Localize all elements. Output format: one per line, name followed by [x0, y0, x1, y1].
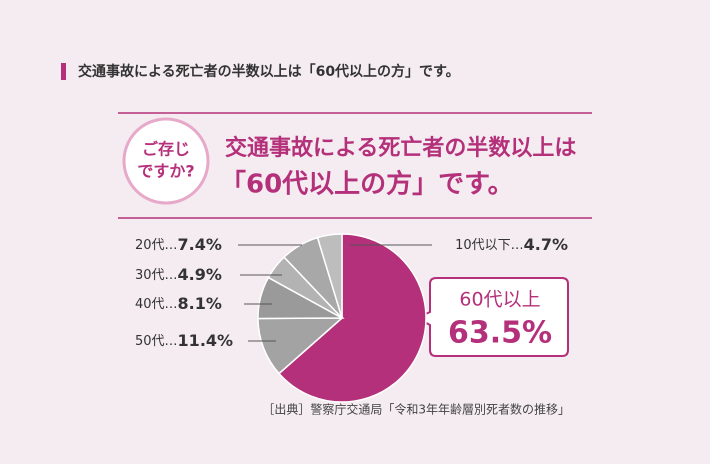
slice-category: 30代 — [135, 268, 165, 283]
badge-text: ですか? — [137, 162, 194, 181]
slice-separator: … — [511, 238, 524, 253]
slice-label: 10代以下…4.7% — [455, 235, 568, 254]
pie-slice — [316, 233, 343, 319]
pie-slice — [277, 233, 427, 403]
slice-value: 8.1% — [178, 294, 222, 313]
slice-value: 4.9% — [178, 265, 222, 284]
badge — [122, 117, 210, 205]
slice-separator: … — [165, 334, 178, 349]
slice-category: 50代 — [135, 334, 165, 349]
slice-separator: … — [165, 297, 178, 312]
slice-separator: … — [165, 238, 178, 253]
header-bar — [61, 63, 66, 80]
slice-category: 20代 — [135, 238, 165, 253]
headline: 交通事故による死亡者の半数以上は — [225, 135, 576, 161]
slice-category: 40代 — [135, 297, 165, 312]
badge-text: ご存じ — [142, 140, 190, 159]
header-title: 交通事故による死亡者の半数以上は「60代以上の方」です。 — [78, 63, 460, 80]
callout-label: 60代以上 — [459, 289, 540, 311]
slice-value: 11.4% — [178, 331, 234, 350]
slice-label: 50代…11.4% — [135, 331, 233, 350]
slice-separator: … — [165, 268, 178, 283]
slice-label: 30代…4.9% — [135, 265, 222, 284]
callout-value: 63.5% — [448, 316, 552, 351]
slice-value: 4.7% — [524, 235, 568, 254]
headline: 「60代以上の方」です。 — [220, 169, 514, 200]
slice-label: 20代…7.4% — [135, 235, 222, 254]
callout — [414, 277, 569, 357]
slice-category: 10代以下 — [455, 238, 511, 253]
slice-value: 7.4% — [178, 235, 222, 254]
slice-label: 40代…8.1% — [135, 294, 222, 313]
source: ［出典］警察庁交通局「令和3年年齢層別死者数の推移」 — [262, 402, 570, 417]
